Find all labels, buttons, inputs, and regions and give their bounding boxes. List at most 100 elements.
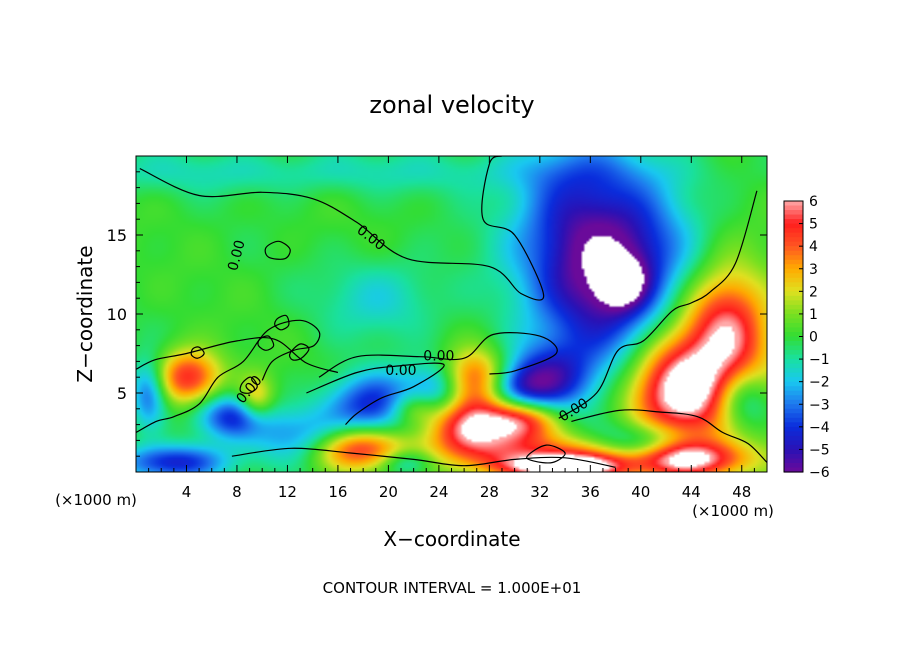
colorbar-segment <box>784 453 803 460</box>
x-tick-label: 20 <box>379 483 398 501</box>
x-tick-label: 12 <box>278 483 297 501</box>
contour-label: 0.00 <box>423 349 454 365</box>
colorbar-tick-label: 3 <box>809 262 818 278</box>
colorbar-tick-label: 0 <box>809 330 818 346</box>
colorbar-segment <box>784 368 803 374</box>
colorbar-segment <box>784 250 803 256</box>
colorbar-segment <box>784 372 803 378</box>
colorbar: 6 5 4 3 2 1 0 −1 −2 −3 −4 −5 −6 <box>783 194 830 481</box>
colorbar-tick-label: 6 <box>809 194 818 210</box>
colorbar-segment <box>784 363 803 369</box>
x-tick-label: 28 <box>480 483 499 501</box>
colorbar-segment <box>784 291 803 297</box>
colorbar-segment <box>784 219 803 225</box>
contour-layer <box>136 156 767 468</box>
colorbar-segment <box>784 408 803 414</box>
colorbar-segment <box>784 327 803 333</box>
colorbar-segment <box>784 210 803 216</box>
x-tick-label: 16 <box>328 483 347 501</box>
contour-line <box>558 190 758 419</box>
x-axis: 4 8 12 16 20 24 28 32 36 40 44 48 <box>148 156 755 501</box>
x-tick-label: 24 <box>429 483 448 501</box>
colorbar-segment <box>784 309 803 315</box>
x-tick-label: 48 <box>732 483 751 501</box>
colorbar-segment <box>784 300 803 306</box>
colorbar-segment <box>784 390 803 396</box>
colorbar-segment <box>784 313 803 320</box>
colorbar-tick-label: −1 <box>809 352 830 368</box>
colorbar-segment <box>784 404 803 410</box>
colorbar-tick-label: −5 <box>809 442 830 458</box>
colorbar-segment <box>784 395 803 401</box>
colorbar-tick-label: 1 <box>809 307 818 323</box>
contour-label: 0.00 <box>385 363 416 379</box>
colorbar-segment <box>784 444 803 451</box>
plot-area: 0.000.000.000.000.000.00 <box>135 155 768 473</box>
y-tick-label: 15 <box>107 226 127 245</box>
contour-line <box>274 314 290 331</box>
colorbar-segment <box>784 350 803 356</box>
x-tick-label: 32 <box>530 483 549 501</box>
colorbar-tick-label: 4 <box>809 239 818 255</box>
x-unit-label: (×1000 m) <box>692 502 774 520</box>
colorbar-segment <box>784 386 803 392</box>
colorbar-segment <box>784 458 803 464</box>
colorbar-segment <box>784 331 803 338</box>
colorbar-segment <box>784 422 803 428</box>
colorbar-segment <box>784 467 803 473</box>
colorbar-segment <box>784 345 803 351</box>
colorbar-tick-label: −4 <box>809 420 830 436</box>
colorbar-tick-label: −2 <box>809 375 830 391</box>
contour-line <box>571 409 767 463</box>
x-tick-label: 40 <box>631 483 650 501</box>
colorbar-segment <box>784 359 803 365</box>
y-tick-label: 10 <box>107 305 127 324</box>
colorbar-segment <box>784 286 803 292</box>
colorbar-segment <box>784 295 803 301</box>
contour-line <box>139 156 545 301</box>
contour-line <box>257 335 275 351</box>
colorbar-segment <box>784 268 803 274</box>
colorbar-segment <box>784 201 803 207</box>
colorbar-segment <box>784 304 803 310</box>
contour-line <box>318 332 558 378</box>
y-unit-label: (×1000 m) <box>55 491 137 509</box>
y-axis-label: Z−coordinate <box>73 245 97 382</box>
colorbar-segment <box>784 435 803 441</box>
colorbar-segment <box>784 413 803 419</box>
colorbar-segment <box>784 228 803 234</box>
colorbar-segment <box>784 462 803 469</box>
x-tick-label: 36 <box>581 483 600 501</box>
colorbar-segment <box>784 264 803 270</box>
contour-line <box>231 447 616 468</box>
colorbar-segment <box>784 341 803 347</box>
colorbar-tick-label: 2 <box>809 284 818 300</box>
contour-line <box>526 444 566 464</box>
colorbar-segment <box>784 318 803 324</box>
contour-line <box>264 240 291 260</box>
heatmap-image <box>136 156 767 472</box>
colorbar-segment <box>784 322 803 329</box>
colorbar-segment <box>784 336 803 342</box>
x-tick-label: 44 <box>682 483 701 501</box>
colorbar-segment <box>784 232 803 238</box>
colorbar-segment <box>784 273 803 279</box>
colorbar-segment <box>784 440 803 446</box>
colorbar-segment <box>784 417 803 423</box>
colorbar-segment <box>784 214 803 220</box>
colorbar-segment <box>784 282 803 288</box>
colorbar-tick-label: −6 <box>809 465 830 481</box>
y-axis: 5 10 15 <box>107 171 767 457</box>
contour-interval-footer: CONTOUR INTERVAL = 1.000E+01 <box>323 579 582 597</box>
colorbar-segment <box>784 431 803 437</box>
colorbar-segment <box>784 255 803 261</box>
contour-line <box>136 336 339 374</box>
contour-line <box>190 346 205 359</box>
colorbar-tick-label: 5 <box>809 217 818 233</box>
colorbar-segment <box>784 426 803 432</box>
colorbar-segment <box>784 259 803 265</box>
chart-title: zonal velocity <box>369 91 534 119</box>
colorbar-segment <box>784 449 803 455</box>
colorbar-segment <box>784 277 803 283</box>
